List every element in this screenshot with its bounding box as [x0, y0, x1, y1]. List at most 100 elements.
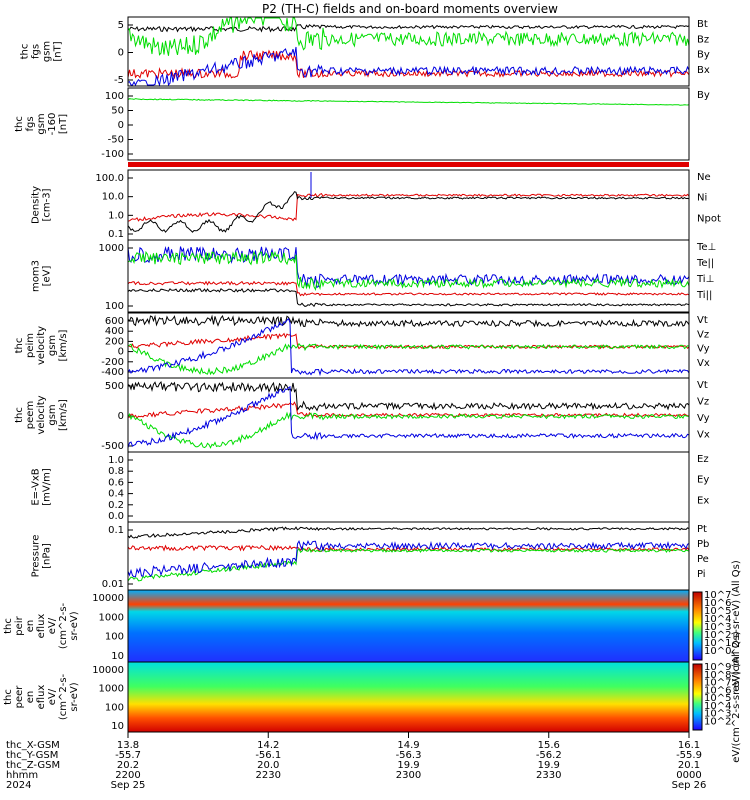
x-tick-label: 14.2 — [257, 740, 279, 751]
panel-frame — [127, 451, 690, 523]
x-tick-label: 13.8 — [117, 740, 139, 751]
y-tick-label: -200 — [101, 357, 124, 368]
y-tick-label: 0.01 — [102, 579, 124, 590]
y-axis-label-line: peem — [25, 401, 36, 429]
y-axis-label-line: [km/s] — [58, 399, 69, 431]
x-tick-label: 14.9 — [397, 740, 419, 751]
y-axis-label-line: [cm-3] — [42, 188, 53, 221]
y-axis-label-line: gsm — [36, 113, 47, 134]
legend-entry: Bz — [697, 34, 709, 45]
series-Te-perp — [127, 280, 690, 297]
y-axis-label-line: (cm^2-s- — [58, 673, 69, 720]
y-axis-label-line: sr-eV) — [69, 611, 80, 640]
x-tick-label: 20.2 — [117, 760, 139, 771]
y-axis-label: thc peir en eflux eV/(cm^2-s-sr-eV) — [3, 602, 80, 649]
y-tick-label: 0 — [118, 48, 124, 59]
x-tick-label: 20.1 — [678, 760, 700, 771]
y-axis-label: thc peem velocity gsm [km/s] — [14, 395, 69, 434]
legend-entry: Ti⊥ — [696, 274, 714, 285]
flag-bar — [128, 162, 689, 167]
y-axis-label-line: (cm^2-s- — [58, 602, 69, 649]
series-Vy — [127, 411, 690, 449]
x-tick-label: 19.9 — [538, 760, 560, 771]
series-Pt — [127, 526, 690, 539]
y-axis-label: thc fgs gsm [nT] — [20, 41, 64, 62]
colorbar-tick-label: 10^1 — [704, 638, 731, 649]
series-Pb — [127, 544, 690, 552]
y-tick-label: 0.1 — [108, 525, 124, 536]
colorbar-tick-label: 10^8 — [704, 670, 731, 681]
legend-entry: Npot — [697, 213, 721, 224]
legend-entry: Te|| — [696, 258, 714, 269]
colorbar-label: eV/(cm^2-s-sr-eV) (All Qs) — [731, 560, 742, 692]
x-tick-label: 2300 — [396, 770, 421, 781]
x-row-label: thc_Y-GSM — [6, 750, 58, 761]
y-axis-label-line: gsm — [47, 335, 58, 356]
y-tick-label: 0.0 — [108, 511, 124, 522]
legend-entry: Vz — [697, 397, 709, 408]
y-tick-label: 100 — [105, 301, 124, 312]
spectrogram — [128, 590, 689, 662]
colorbar-tick-label: 10^2 — [704, 716, 731, 727]
panel-frame — [127, 16, 690, 87]
y-axis-label-line: eflux — [36, 614, 47, 639]
panel-frame — [127, 169, 690, 241]
y-tick-label: 600 — [105, 316, 124, 327]
x-tick-label: Sep 26 — [672, 780, 707, 791]
legend-entry: Vx — [697, 358, 710, 369]
colorbar-tick-label: 10^6 — [704, 598, 731, 609]
colorbar-tick-label: 10^3 — [704, 622, 731, 633]
series-Vy — [127, 342, 690, 376]
panel-2: thc fgs gsm -160 [nT] 100 50 0 -50 -100 By — [14, 87, 710, 161]
x-row-label: hhmm — [6, 770, 38, 781]
y-tick-label: 5 — [118, 20, 124, 31]
legend-entry: Ey — [697, 475, 709, 486]
y-axis-label-line: peir — [14, 615, 25, 635]
y-axis-label-line: [mV/m] — [42, 468, 53, 506]
colorbar-tick-label: 10^0 — [704, 646, 731, 657]
y-tick-label: 50 — [111, 106, 124, 117]
y-tick-label: 1.0 — [108, 455, 124, 466]
series-By — [127, 98, 690, 106]
y-axis-label-line: eflux — [36, 685, 47, 710]
x-row-label: 2024 — [6, 780, 31, 791]
y-tick-label: 10000 — [92, 665, 124, 676]
y-axis-label-line: [nT] — [53, 41, 64, 61]
y-axis-label-line: thc — [14, 116, 25, 132]
x-tick-label: -56.1 — [255, 750, 281, 761]
colorbar-label: eV/(cm^2-s-sr-eV) (All Qs) — [731, 631, 742, 763]
colorbar-tick-label: 10^6 — [704, 685, 731, 696]
y-axis-label-line: en — [25, 691, 36, 704]
y-tick-label: 0.2 — [108, 500, 124, 511]
x-tick-label: -56.2 — [536, 750, 562, 761]
panel-1: thc fgs gsm [nT] 5 0 -5 Bt Bz By Bx — [20, 16, 710, 87]
y-axis-label-line: gsm — [42, 41, 53, 62]
series-Ni — [127, 191, 690, 233]
y-axis-label-line: fgs — [31, 44, 42, 59]
series-Vx — [127, 317, 690, 377]
panel-frame — [127, 239, 690, 313]
y-axis-label-line: velocity — [36, 395, 47, 434]
panel-5: thc peim velocity gsm [km/s] 6004002000-200-4… — [14, 312, 710, 379]
y-axis-label-line: thc — [20, 44, 31, 60]
y-axis-label-line: thc — [3, 618, 14, 634]
y-axis-label-line: peer — [14, 685, 25, 709]
x-tick-label: 2330 — [536, 770, 561, 781]
y-axis-label: thc fgs gsm -160 [nT] — [14, 113, 69, 136]
colorbar — [692, 663, 703, 731]
y-axis-label-line: [eV] — [42, 266, 53, 287]
y-tick-label: 10 — [111, 721, 124, 732]
y-tick-label: 0 — [118, 120, 124, 131]
colorbar-tick-label: 10^7 — [704, 590, 731, 601]
y-axis-label-line: -160 — [47, 113, 58, 136]
y-tick-label: 200 — [105, 336, 124, 347]
series-Ti-perp — [127, 246, 690, 289]
legend-entry: Pt — [697, 524, 707, 535]
legend-entry: Ne — [697, 172, 711, 183]
legend-entry: By — [697, 50, 710, 61]
y-axis-label-line: sr-eV) — [69, 682, 80, 711]
y-tick-label: 100 — [105, 702, 124, 713]
x-row-label: thc_X-GSM — [6, 740, 60, 751]
y-axis-label-line: en — [25, 620, 36, 633]
legend-entry: Vy — [697, 413, 710, 424]
